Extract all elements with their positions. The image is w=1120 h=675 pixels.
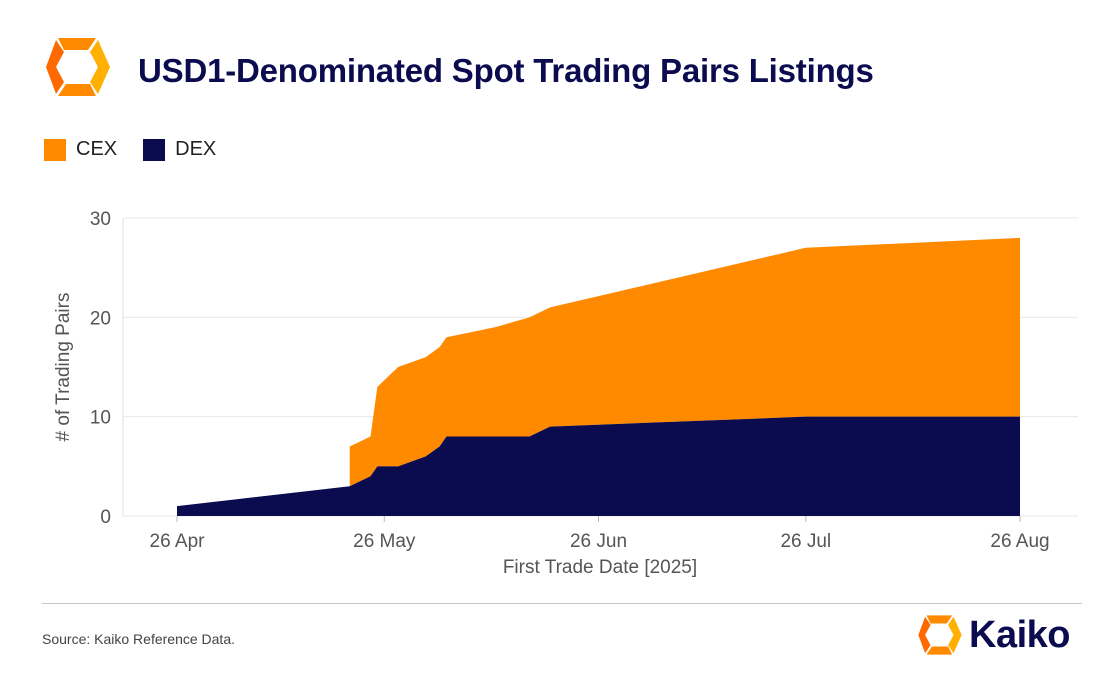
legend-label-dex: DEX bbox=[175, 138, 217, 160]
cex-area bbox=[349, 237, 1020, 487]
dex-area bbox=[177, 416, 1020, 516]
x-tick-label: 26 Apr bbox=[150, 531, 206, 552]
kaiko-logo-icon bbox=[46, 38, 110, 96]
x-tick-label: 26 Jul bbox=[780, 531, 831, 552]
x-axis-title: First Trade Date [2025] bbox=[503, 557, 697, 578]
footer-divider bbox=[42, 603, 1082, 604]
x-tick-label: 26 Jun bbox=[570, 531, 627, 552]
page-title: USD1-Denominated Spot Trading Pairs List… bbox=[138, 52, 874, 89]
legend-label-cex: CEX bbox=[76, 138, 118, 160]
legend-swatch-dex bbox=[143, 138, 166, 161]
y-tick-label: 30 bbox=[90, 209, 111, 230]
chart-legend: CEX DEX bbox=[44, 138, 242, 161]
y-tick-label: 20 bbox=[90, 308, 111, 329]
y-tick-label: 0 bbox=[100, 507, 111, 528]
source-note: Source: Kaiko Reference Data. bbox=[42, 631, 235, 647]
legend-swatch-cex bbox=[44, 138, 66, 161]
kaiko-brand-icon bbox=[918, 615, 962, 655]
brand-logo: Kaiko bbox=[917, 613, 1070, 657]
x-tick-label: 26 Aug bbox=[990, 531, 1049, 552]
brand-name: Kaiko bbox=[969, 613, 1070, 656]
x-tick-label: 26 May bbox=[353, 531, 416, 552]
y-tick-label: 10 bbox=[90, 408, 111, 429]
legend-item-cex: CEX bbox=[44, 138, 117, 161]
y-axis-title: # of Trading Pairs bbox=[53, 293, 74, 442]
stacked-area-chart: 0 10 20 30 26 Apr 26 May 26 Jun 26 Jul 26 Aug Fir… bbox=[53, 209, 1078, 578]
legend-item-dex: DEX bbox=[143, 138, 216, 161]
